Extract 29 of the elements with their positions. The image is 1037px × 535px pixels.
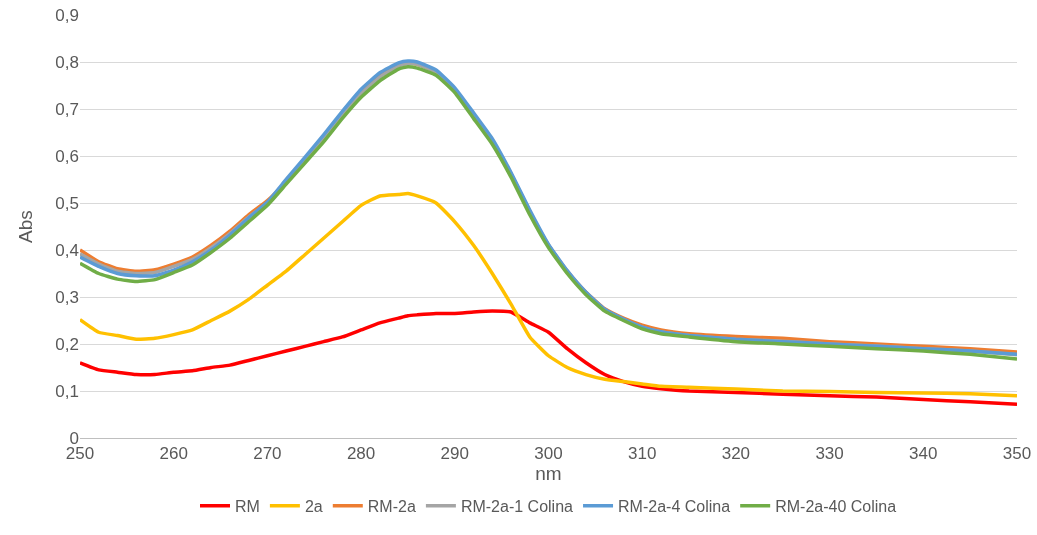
x-tick-label: 350 bbox=[1002, 444, 1032, 464]
legend-label: RM bbox=[235, 497, 260, 515]
y-tick-label: 0,8 bbox=[55, 52, 79, 72]
x-tick-label: 330 bbox=[815, 444, 844, 464]
y-tick-label: 0,6 bbox=[55, 146, 79, 166]
legend-label: RM-2a bbox=[367, 497, 416, 515]
line-series bbox=[80, 309, 1017, 406]
y-tick-label: 0,3 bbox=[55, 287, 79, 307]
x-tick-label: 320 bbox=[721, 444, 751, 464]
y-tick-label: 0,7 bbox=[55, 99, 79, 119]
x-tick-label: 310 bbox=[628, 444, 657, 464]
x-tick-label: 340 bbox=[909, 444, 938, 464]
x-tick-label: 260 bbox=[159, 444, 188, 464]
legend-label: 2a bbox=[304, 497, 323, 515]
line-series bbox=[80, 191, 1017, 398]
legend-label: RM-2a-1 Colina bbox=[460, 497, 574, 515]
legend-label: RM-2a-4 Colina bbox=[618, 497, 731, 515]
x-tick-label: 300 bbox=[534, 444, 563, 464]
y-tick-label: 0,5 bbox=[55, 193, 79, 213]
y-tick-label: 0,4 bbox=[55, 240, 79, 260]
x-tick-label: 290 bbox=[440, 444, 469, 464]
y-axis-title: Abs bbox=[15, 210, 36, 243]
x-axis-title: nm bbox=[535, 463, 562, 485]
y-tick-label: 0,2 bbox=[55, 334, 79, 354]
x-tick-label: 280 bbox=[346, 444, 376, 464]
y-tick-label: 0,9 bbox=[55, 5, 79, 25]
y-tick-label: 0,1 bbox=[55, 381, 79, 401]
legend-label: RM-2a-40 Colina bbox=[775, 497, 897, 515]
x-tick-label: 270 bbox=[253, 444, 282, 464]
